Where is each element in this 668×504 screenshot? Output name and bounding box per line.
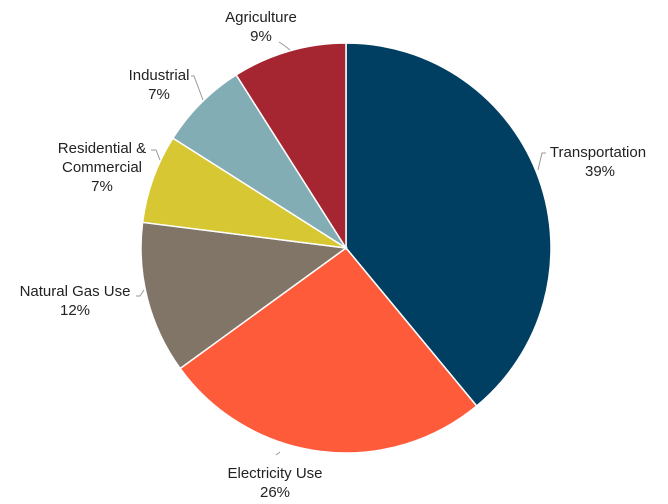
leader-agriculture [278, 41, 291, 51]
slice-label-natural-gas-name: Natural Gas Use [20, 283, 131, 300]
slice-label-natural-gas-value: 12% [60, 302, 90, 319]
slice-label-transportation-value: 39% [585, 163, 615, 180]
leader-electricity [275, 451, 281, 456]
slice-label-agriculture-value: 9% [250, 28, 272, 45]
leader-natural-gas [136, 289, 145, 297]
leader-lines [136, 41, 546, 456]
slice-label-residential-line2: Commercial [62, 159, 142, 176]
slice-label-transportation-name: Transportation [550, 144, 646, 161]
slice-label-agriculture-name: Agriculture [225, 9, 297, 26]
pie-slice-agriculture [235, 42, 347, 251]
leader-industrial [191, 75, 204, 101]
leader-residential [151, 149, 161, 161]
slice-label-industrial-name: Industrial [129, 67, 190, 84]
slice-label-residential-value: 7% [91, 178, 113, 195]
slice-label-residential-line1: Residential & [58, 140, 146, 157]
slice-label-industrial-value: 7% [148, 86, 170, 103]
slice-label-electricity-value: 26% [260, 484, 290, 501]
pie-slice-electricity-use [179, 246, 478, 454]
leader-transportation [537, 152, 546, 171]
pie-slice-transportation [345, 42, 552, 408]
slice-label-electricity-name: Electricity Use [227, 465, 322, 482]
pie-slice-natural-gas-use [140, 221, 348, 370]
pie-slices [140, 42, 552, 454]
